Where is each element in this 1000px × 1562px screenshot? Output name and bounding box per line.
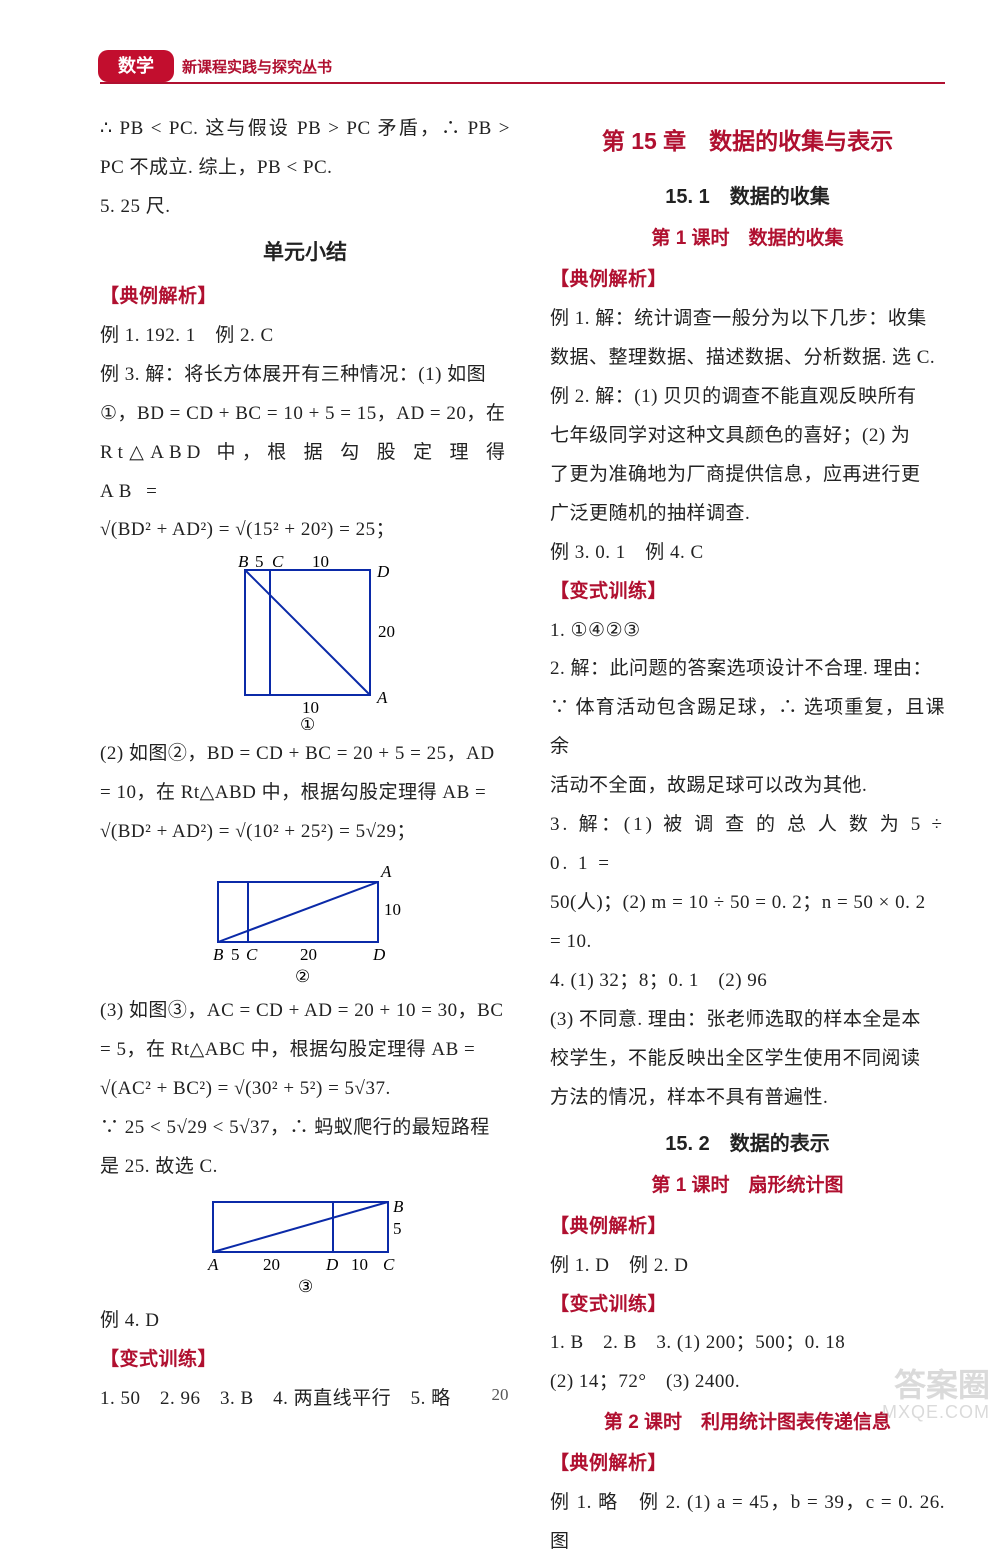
svg-text:D: D xyxy=(325,1255,339,1274)
subject-badge: 数学 xyxy=(98,50,174,82)
page-header: 数学 新课程实践与探究丛书 xyxy=(98,50,945,82)
lesson-title: 第 1 课时 数据的收集 xyxy=(550,220,945,259)
text-line: 50(人)；(2) m = 10 ÷ 50 = 0. 2；n = 50 × 0.… xyxy=(550,884,945,923)
unit-title: 单元小结 xyxy=(100,231,510,274)
text-line: 例 1. 解：统计调查一般分为以下几步：收集 xyxy=(550,300,945,339)
svg-text:①: ① xyxy=(300,715,315,730)
text-line: 广泛更随机的抽样调查. xyxy=(550,495,945,534)
text-line: 4. (1) 32；8；0. 1 (2) 96 xyxy=(550,962,945,1001)
series-title: 新课程实践与探究丛书 xyxy=(182,56,332,77)
analysis-heading: 【典例解析】 xyxy=(550,1208,945,1247)
figure-1: B 5 C 10 D 20 A 10 ① xyxy=(100,555,510,730)
svg-text:A: A xyxy=(207,1255,219,1274)
analysis-heading: 【典例解析】 xyxy=(550,261,945,300)
svg-text:②: ② xyxy=(295,967,310,986)
svg-text:A: A xyxy=(376,688,388,707)
watermark: 答案圈 MXQE.COM xyxy=(882,1368,990,1423)
text-line: ∵ 25 < 5√29 < 5√37，∴ 蚂蚁爬行的最短路程 xyxy=(100,1109,510,1148)
analysis-heading: 【典例解析】 xyxy=(550,1445,945,1484)
text-line: 例 2. 解：(1) 贝贝的调查不能直观反映所有 xyxy=(550,378,945,417)
text-line: 例 3. 解：将长方体展开有三种情况：(1) 如图 xyxy=(100,356,510,395)
text-line: √(BD² + AD²) = √(15² + 20²) = 25； xyxy=(100,511,510,550)
svg-text:10: 10 xyxy=(312,555,329,571)
left-column: ∴ PB < PC. 这与假设 PB > PC 矛盾，∴ PB > PC 不成立… xyxy=(100,110,510,1562)
text-line: 例 1. 192. 1 例 2. C xyxy=(100,317,510,356)
watermark-cn: 答案圈 xyxy=(882,1368,990,1403)
analysis-heading: 【典例解析】 xyxy=(100,278,510,317)
section-title: 15. 2 数据的表示 xyxy=(550,1124,945,1165)
svg-text:20: 20 xyxy=(300,945,317,964)
text-line: 例 4. D xyxy=(100,1302,510,1341)
figure-3: B 5 A 20 D 10 C ③ xyxy=(100,1192,510,1297)
text-line: = 10，在 Rt△ABD 中，根据勾股定理得 AB = xyxy=(100,774,510,813)
text-line: ∴ PB < PC. 这与假设 PB > PC 矛盾，∴ PB > PC 不成立… xyxy=(100,110,510,188)
header-underline xyxy=(100,82,945,84)
text-line: 了更为准确地为厂商提供信息，应再进行更 xyxy=(550,456,945,495)
text-line: 2. 解：此问题的答案选项设计不合理. 理由： xyxy=(550,650,945,689)
text-line: 活动不全面，故踢足球可以改为其他. xyxy=(550,767,945,806)
text-line: 1. ①④②③ xyxy=(550,612,945,651)
variation-heading: 【变式训练】 xyxy=(550,1286,945,1325)
svg-text:5: 5 xyxy=(231,945,240,964)
text-line: Rt△ABD 中，根 据 勾 股 定 理 得 AB = xyxy=(100,434,510,512)
text-line: 七年级同学对这种文具颜色的喜好；(2) 为 xyxy=(550,417,945,456)
svg-text:D: D xyxy=(376,562,390,581)
svg-text:A: A xyxy=(380,862,392,881)
svg-text:B: B xyxy=(393,1197,404,1216)
text-line: 数据、整理数据、描述数据、分析数据. 选 C. xyxy=(550,339,945,378)
svg-text:5: 5 xyxy=(393,1219,402,1238)
svg-text:10: 10 xyxy=(384,900,401,919)
svg-text:D: D xyxy=(372,945,386,964)
text-line: 3. 解：(1) 被 调 查 的 总 人 数 为 5 ÷ 0. 1 = xyxy=(550,806,945,884)
svg-text:10: 10 xyxy=(351,1255,368,1274)
svg-text:C: C xyxy=(246,945,258,964)
figure-2: A 10 B 5 C 20 D ② xyxy=(100,857,510,987)
variation-heading: 【变式训练】 xyxy=(550,573,945,612)
svg-text:B: B xyxy=(238,555,249,571)
text-line: = 10. xyxy=(550,923,945,962)
right-column: 第 15 章 数据的收集与表示 15. 1 数据的收集 第 1 课时 数据的收集… xyxy=(535,110,945,1562)
chapter-title: 第 15 章 数据的收集与表示 xyxy=(550,118,945,165)
text-line: ∵ 体育活动包含踢足球，∴ 选项重复，且课余 xyxy=(550,689,945,767)
text-line: ①，BD = CD + BC = 10 + 5 = 15，AD = 20，在 xyxy=(100,395,510,434)
text-line: (3) 不同意. 理由：张老师选取的样本全是本 xyxy=(550,1001,945,1040)
text-line: 校学生，不能反映出全区学生使用不同阅读 xyxy=(550,1040,945,1079)
text-line: 5. 25 尺. xyxy=(100,188,510,227)
text-line: 是 25. 故选 C. xyxy=(100,1148,510,1187)
svg-text:③: ③ xyxy=(298,1277,313,1296)
text-line: 例 1. D 例 2. D xyxy=(550,1247,945,1286)
svg-text:5: 5 xyxy=(255,555,264,571)
text-line: 1. B 2. B 3. (1) 200；500；0. 18 xyxy=(550,1324,945,1363)
svg-text:C: C xyxy=(383,1255,395,1274)
svg-text:B: B xyxy=(213,945,224,964)
section-title: 15. 1 数据的收集 xyxy=(550,177,945,218)
text-line: 方法的情况，样本不具有普遍性. xyxy=(550,1079,945,1118)
svg-text:20: 20 xyxy=(378,622,395,641)
lesson-title: 第 1 课时 扇形统计图 xyxy=(550,1167,945,1206)
content-columns: ∴ PB < PC. 这与假设 PB > PC 矛盾，∴ PB > PC 不成立… xyxy=(100,110,945,1562)
text-line: 例 3. 0. 1 例 4. C xyxy=(550,534,945,573)
text-line: (2) 如图②，BD = CD + BC = 20 + 5 = 25，AD xyxy=(100,735,510,774)
text-line: √(BD² + AD²) = √(10² + 25²) = 5√29； xyxy=(100,813,510,852)
text-line: √(AC² + BC²) = √(30² + 5²) = 5√37. xyxy=(100,1070,510,1109)
svg-text:C: C xyxy=(272,555,284,571)
watermark-url: MXQE.COM xyxy=(882,1403,990,1423)
text-line: = 5，在 Rt△ABC 中，根据勾股定理得 AB = xyxy=(100,1031,510,1070)
svg-text:20: 20 xyxy=(263,1255,280,1274)
text-line: 例 1. 略 例 2. (1) a = 45，b = 39，c = 0. 26.… xyxy=(550,1484,945,1562)
page-number: 20 xyxy=(0,1385,1000,1405)
variation-heading: 【变式训练】 xyxy=(100,1341,510,1380)
text-line: (3) 如图③，AC = CD + AD = 20 + 10 = 30，BC xyxy=(100,992,510,1031)
